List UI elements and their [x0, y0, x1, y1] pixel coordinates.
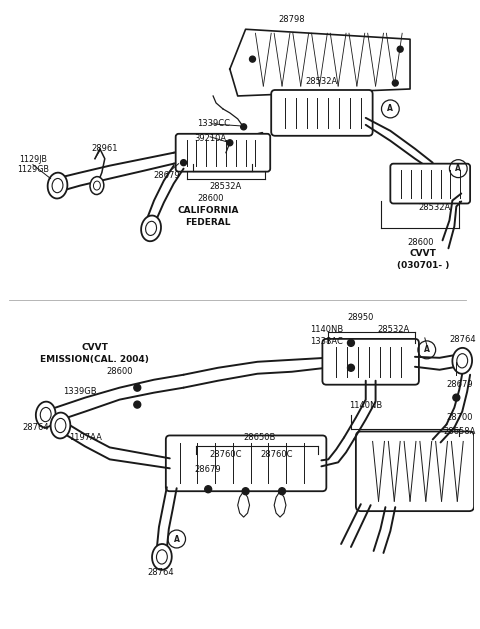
Text: 28760C: 28760C	[210, 450, 242, 459]
Text: 28764: 28764	[449, 335, 476, 345]
Ellipse shape	[145, 221, 156, 235]
Text: A: A	[424, 345, 430, 354]
FancyBboxPatch shape	[166, 435, 326, 491]
Text: 28798: 28798	[278, 15, 305, 24]
Text: 1338AC: 1338AC	[310, 337, 343, 347]
Circle shape	[348, 364, 354, 371]
Text: 1129JB
1129GB: 1129JB 1129GB	[17, 155, 49, 174]
Circle shape	[392, 80, 398, 86]
Text: 28532A: 28532A	[419, 203, 451, 212]
Text: 28961: 28961	[92, 144, 118, 153]
Text: A: A	[174, 535, 180, 543]
Text: 1339GB: 1339GB	[63, 387, 97, 396]
Text: CVVT: CVVT	[409, 249, 436, 258]
FancyBboxPatch shape	[390, 164, 470, 204]
Text: 28532A: 28532A	[305, 77, 337, 86]
Ellipse shape	[55, 418, 66, 433]
Text: 28600: 28600	[106, 367, 133, 376]
Ellipse shape	[156, 550, 168, 564]
Text: 1339CC: 1339CC	[197, 120, 229, 128]
Text: 28679: 28679	[446, 380, 473, 389]
Text: 1140NB: 1140NB	[310, 325, 343, 335]
Text: EMISSION(CAL. 2004): EMISSION(CAL. 2004)	[40, 355, 149, 364]
Text: 28679: 28679	[195, 465, 221, 474]
Ellipse shape	[48, 172, 67, 199]
Circle shape	[134, 384, 141, 391]
Text: 39210A: 39210A	[194, 134, 226, 143]
Text: 1140NB: 1140NB	[349, 401, 383, 410]
Ellipse shape	[40, 408, 51, 421]
Ellipse shape	[141, 216, 161, 242]
Text: A: A	[456, 164, 461, 173]
Ellipse shape	[452, 348, 472, 374]
Ellipse shape	[50, 413, 71, 438]
FancyBboxPatch shape	[356, 431, 474, 511]
Circle shape	[250, 56, 255, 62]
Text: 28700: 28700	[446, 413, 472, 422]
Text: 28764: 28764	[147, 569, 174, 577]
Text: CVVT: CVVT	[82, 343, 108, 352]
Text: 28600: 28600	[198, 194, 224, 203]
Circle shape	[278, 487, 286, 494]
FancyBboxPatch shape	[271, 90, 372, 136]
Text: 28658A: 28658A	[443, 427, 476, 436]
Text: 1197AA: 1197AA	[69, 433, 102, 442]
Text: CALIFORNIA: CALIFORNIA	[178, 206, 239, 215]
Text: 28532A: 28532A	[377, 325, 409, 335]
Text: (030701- ): (030701- )	[396, 260, 449, 270]
Ellipse shape	[90, 177, 104, 194]
Ellipse shape	[36, 402, 56, 428]
Text: 28950: 28950	[348, 313, 374, 323]
Circle shape	[227, 140, 233, 146]
Ellipse shape	[52, 179, 63, 192]
Circle shape	[134, 401, 141, 408]
Circle shape	[348, 340, 354, 347]
Text: A: A	[387, 104, 393, 113]
FancyBboxPatch shape	[176, 134, 270, 172]
Ellipse shape	[152, 544, 172, 570]
Circle shape	[242, 487, 249, 494]
Circle shape	[180, 160, 187, 165]
Text: 28650B: 28650B	[243, 433, 276, 442]
Ellipse shape	[457, 353, 468, 368]
Text: 28760C: 28760C	[261, 450, 293, 459]
Text: 28600: 28600	[408, 238, 434, 247]
Text: 28679: 28679	[154, 171, 180, 180]
Text: 28532A: 28532A	[210, 182, 242, 191]
Ellipse shape	[94, 181, 100, 190]
Text: FEDERAL: FEDERAL	[185, 218, 231, 227]
Circle shape	[397, 46, 403, 52]
Polygon shape	[230, 30, 410, 96]
Text: 28764: 28764	[23, 423, 49, 432]
Circle shape	[205, 486, 212, 493]
Circle shape	[240, 124, 247, 130]
Circle shape	[453, 394, 460, 401]
FancyBboxPatch shape	[323, 339, 419, 385]
